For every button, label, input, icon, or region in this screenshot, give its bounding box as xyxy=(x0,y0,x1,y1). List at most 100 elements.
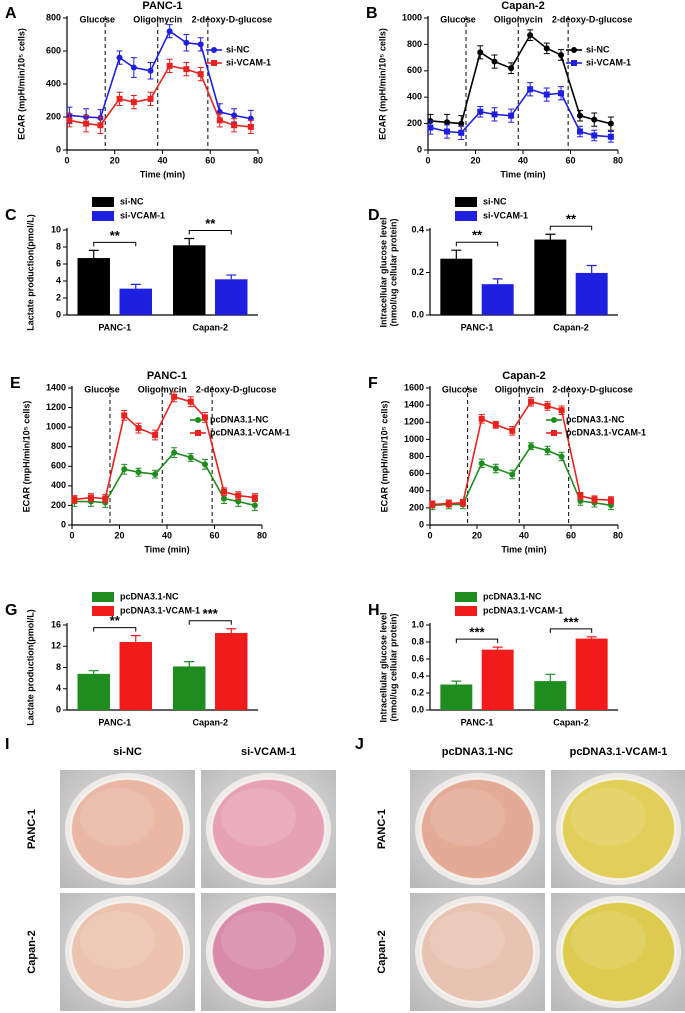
point xyxy=(591,496,598,503)
phase-label: Oligomycin xyxy=(494,14,543,24)
point xyxy=(459,499,466,506)
error-bar xyxy=(451,680,462,685)
y-tick-label: 4 xyxy=(56,275,61,285)
bar xyxy=(481,284,514,315)
x-axis-label: Time (min) xyxy=(140,169,185,179)
row-label: PANC-1 xyxy=(26,809,38,849)
x-tick-label: 40 xyxy=(162,530,172,540)
point xyxy=(216,117,223,124)
point xyxy=(88,494,94,501)
point xyxy=(147,67,154,74)
dish-medium xyxy=(211,778,326,880)
legend-marker xyxy=(571,60,577,66)
x-tick-label: 20 xyxy=(110,155,120,165)
dish-highlight xyxy=(430,788,505,846)
significance-bracket xyxy=(188,230,232,235)
significance-label: ** xyxy=(566,212,577,227)
bar xyxy=(575,272,608,315)
point xyxy=(187,454,194,461)
point xyxy=(202,414,208,421)
legend-label: pcDNA3.1-VCAM-1 xyxy=(566,427,646,437)
significance-bracket xyxy=(455,638,499,644)
dish-highlight xyxy=(80,788,155,846)
series-line xyxy=(430,33,612,125)
error-bar xyxy=(492,278,503,285)
legend-label: si-VCAM-1 xyxy=(120,210,165,220)
point xyxy=(187,398,194,405)
point xyxy=(528,443,535,450)
series-line xyxy=(74,451,256,507)
point xyxy=(527,32,534,39)
legend-swatch xyxy=(455,592,477,602)
point xyxy=(477,49,484,56)
bar xyxy=(440,258,473,315)
dish-highlight xyxy=(571,911,646,969)
point xyxy=(152,431,159,438)
point xyxy=(171,449,178,456)
y-tick-label: 800 xyxy=(407,39,422,49)
x-tick-label: 80 xyxy=(613,530,623,540)
legend-label: pcDNA3.1-NC xyxy=(210,414,269,424)
legend-label: pcDNA3.1-VCAM-1 xyxy=(210,427,290,437)
y-tick-label: 0 xyxy=(419,519,424,529)
y-tick-label: 1000 xyxy=(402,12,422,22)
x-tick-label: 0 xyxy=(69,530,74,540)
x-tick-label: PANC-1 xyxy=(461,717,494,727)
point xyxy=(527,86,534,93)
dish-highlight xyxy=(221,788,296,846)
x-tick-label: 20 xyxy=(472,530,482,540)
dish-highlight xyxy=(571,788,646,846)
x-tick-label: 0 xyxy=(64,155,69,165)
legend-label: si-NC xyxy=(586,44,610,54)
error-bar xyxy=(492,646,503,650)
point xyxy=(247,123,254,130)
point xyxy=(607,497,614,504)
error-bar xyxy=(88,249,99,259)
legend-swatch xyxy=(455,606,477,616)
x-tick-label: 80 xyxy=(613,155,623,165)
bar xyxy=(119,288,152,315)
panel-label: J xyxy=(355,736,364,753)
dish-highlight xyxy=(80,911,155,969)
significance-label: ** xyxy=(205,216,216,231)
point xyxy=(558,90,564,97)
significance-label: *** xyxy=(469,625,485,640)
point xyxy=(221,495,227,502)
point xyxy=(202,461,208,468)
significance-bracket xyxy=(93,241,137,247)
phase-label: Glucose xyxy=(440,14,476,24)
y-tick-label: 0 xyxy=(61,519,66,529)
y-tick-label: 2 xyxy=(56,292,61,302)
x-tick-label: 80 xyxy=(253,155,263,165)
point xyxy=(116,54,123,61)
y-axis-label: Intracellular glucose level xyxy=(378,612,388,722)
y-tick-label: 600 xyxy=(51,461,66,471)
point xyxy=(183,39,190,46)
y-tick-label: 400 xyxy=(407,92,422,102)
y-tick-label: 0 xyxy=(417,144,422,154)
legend-swatch xyxy=(92,592,114,602)
x-tick-label: 60 xyxy=(566,530,576,540)
phase-label: 2-deoxy-D-glucose xyxy=(192,14,273,24)
x-axis-label: Time (min) xyxy=(144,544,189,554)
dish-medium xyxy=(420,901,535,1003)
point xyxy=(116,95,123,102)
bar xyxy=(173,245,206,315)
panel-label: F xyxy=(368,375,378,392)
bar xyxy=(77,673,110,710)
x-tick-label: 20 xyxy=(470,155,480,165)
x-tick-label: 80 xyxy=(257,530,267,540)
row-label: PANC-1 xyxy=(376,809,388,849)
phase-label: Glucose xyxy=(442,384,478,394)
y-tick-label: 200 xyxy=(409,502,424,512)
phase-label: 2-deoxy-D-glucose xyxy=(552,14,633,24)
point xyxy=(166,28,173,35)
y-tick-label: 0.8 xyxy=(411,636,424,646)
error-bar xyxy=(184,661,195,667)
bar xyxy=(215,632,248,710)
x-tick-label: Capan-2 xyxy=(192,322,228,332)
point xyxy=(607,120,614,127)
point xyxy=(221,488,227,495)
error-bar xyxy=(130,635,141,642)
